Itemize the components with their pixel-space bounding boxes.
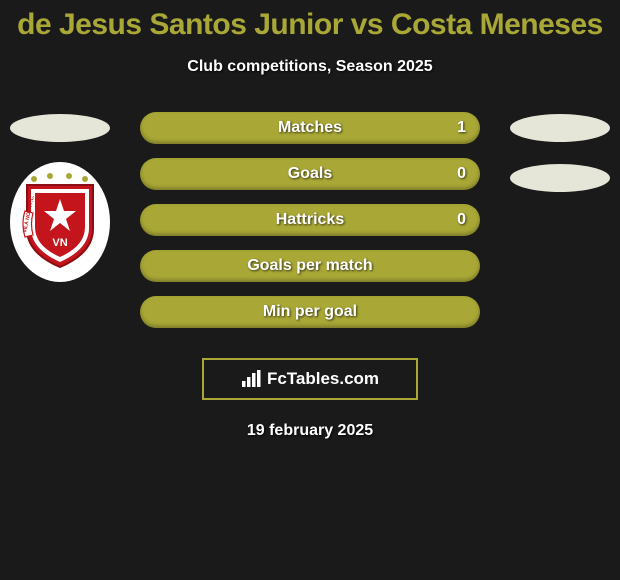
branding-text: FcTables.com [267,369,379,389]
stat-label: Matches [140,112,480,144]
page-title: de Jesus Santos Junior vs Costa Meneses [0,8,620,42]
stat-label: Min per goal [140,296,480,328]
stat-row-goals-per-match: Goals per match [0,250,620,282]
subtitle: Club competitions, Season 2025 [0,58,620,76]
stat-row-min-per-goal: Min per goal [0,296,620,328]
stat-label: Hattricks [140,204,480,236]
svg-text:VN: VN [52,237,67,249]
date-text: 19 february 2025 [0,422,620,440]
stat-bar: Min per goal [140,296,480,328]
bars-icon [241,370,261,388]
stat-label: Goals per match [140,250,480,282]
stat-value: 0 [457,204,466,236]
comparison-card: de Jesus Santos Junior vs Costa Meneses … [0,0,620,580]
player2-club-placeholder [510,164,610,192]
stat-row-matches: Matches 1 [0,112,620,144]
stat-row-hattricks: Hattricks 0 [0,204,620,236]
stat-label: Goals [140,158,480,190]
player2-avatar-placeholder [510,114,610,142]
stat-bar: Matches 1 [140,112,480,144]
stat-value: 1 [457,112,466,144]
player1-avatar-placeholder [10,114,110,142]
stats-area: Matches 1 Goals 0 [0,112,620,328]
branding-box[interactable]: FcTables.com [202,358,418,400]
stat-bar: Goals per match [140,250,480,282]
stat-bar: Hattricks 0 [140,204,480,236]
stat-value: 0 [457,158,466,190]
stat-bar: Goals 0 [140,158,480,190]
